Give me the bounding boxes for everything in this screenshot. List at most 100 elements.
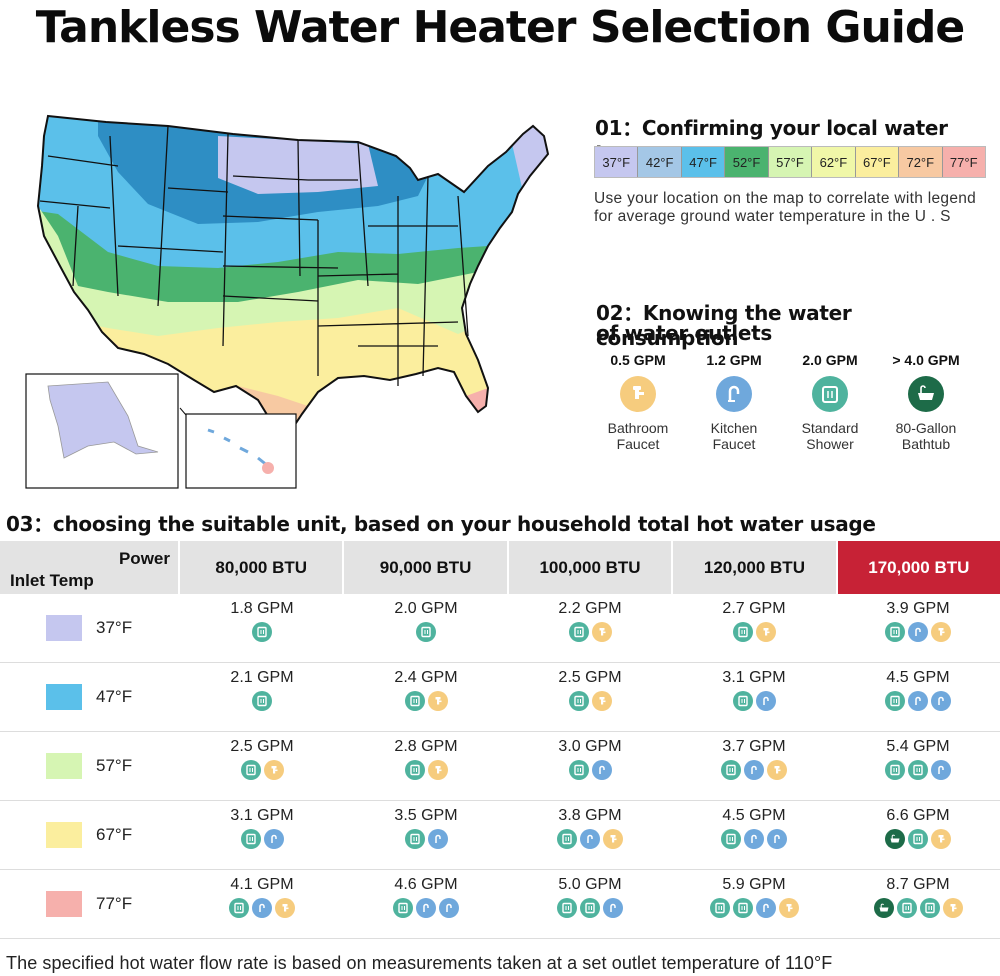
- flow-rate-cell: 2.8 GPM: [344, 732, 508, 800]
- table-row: 47°F 2.1 GPM 2.4 GPM 2.5 GPM 3.1 GPM 4.5 GPM: [0, 663, 1000, 732]
- flow-rate-cell: 5.9 GPM: [672, 870, 836, 938]
- shower-icon: [416, 622, 436, 642]
- flow-rate-cell: 1.8 GPM: [180, 594, 344, 662]
- flow-rate-cell: 4.1 GPM: [180, 870, 344, 938]
- outlet-list: 0.5 GPM Bathroom Faucet 1.2 GPM Kitchen …: [590, 352, 990, 452]
- flow-rate-cell: 6.6 GPM: [836, 801, 1000, 869]
- inlet-temp-cell: 37°F: [0, 594, 180, 662]
- inlet-temp-cell: 67°F: [0, 801, 180, 869]
- legend-swatch-72: 72°F: [899, 147, 943, 177]
- bathroom-faucet-icon: [931, 622, 951, 642]
- bathtub-icon: [885, 829, 905, 849]
- shower-icon: [240, 760, 261, 780]
- outlet-icons: [836, 829, 1000, 849]
- outlet-icons: [672, 898, 836, 918]
- legend-swatch-67: 67°F: [855, 147, 900, 177]
- temp-swatch: [46, 891, 82, 917]
- flow-rate-value: 3.9 GPM: [886, 600, 950, 617]
- kitchen-faucet-icon: [744, 760, 764, 780]
- bathroom-faucet-icon: [275, 898, 295, 918]
- outlet-icons: [836, 898, 1000, 918]
- flow-rate-cell: 8.7 GPM: [836, 870, 1000, 938]
- flow-rate-value: 4.1 GPM: [230, 876, 294, 893]
- kitchen-faucet-icon: [603, 898, 623, 918]
- flow-rate-value: 6.6 GPM: [886, 807, 950, 824]
- outlet-icons: [672, 829, 836, 849]
- flow-rate-value: 5.0 GPM: [558, 876, 622, 893]
- flow-rate-cell: 2.1 GPM: [180, 663, 344, 731]
- bathtub-icon: [908, 376, 944, 412]
- inlet-temp-cell: 77°F: [0, 870, 180, 938]
- shower-icon: [721, 829, 741, 849]
- power-label: Power: [118, 549, 170, 568]
- us-groundwater-temperature-map: [25, 114, 550, 489]
- flow-rate-value: 2.2 GPM: [558, 600, 622, 617]
- shower-icon: [709, 898, 730, 918]
- outlet-icons: [672, 622, 836, 642]
- table-body: 37°F 1.8 GPM 2.0 GPM 2.2 GPM 2.7 GPM 3.9 GPM 4…: [0, 594, 1000, 939]
- bathroom-faucet-icon: [942, 898, 963, 918]
- legend-swatch-77: 77°F: [942, 147, 985, 177]
- temp-swatch: [46, 684, 82, 710]
- kitchen-faucet-icon: [931, 760, 951, 780]
- outlet-icons: [344, 760, 508, 780]
- table-row: 57°F 2.5 GPM 2.8 GPM 3.0 GPM 3.7 GPM 5.4 GPM: [0, 732, 1000, 801]
- section2-heading: 02：Knowing the water consumption: [596, 301, 852, 350]
- inlet-temp-cell: 57°F: [0, 732, 180, 800]
- flow-rate-cell: 3.5 GPM: [344, 801, 508, 869]
- inlet-temp-cell: 47°F: [0, 663, 180, 731]
- shower-icon: [919, 898, 940, 918]
- flow-rate-cell: 2.7 GPM: [672, 594, 836, 662]
- flow-rate-value: 2.7 GPM: [722, 600, 786, 617]
- flow-rate-value: 2.8 GPM: [394, 738, 458, 755]
- kitchen-faucet-icon: [908, 622, 928, 642]
- flow-rate-value: 2.4 GPM: [394, 669, 458, 686]
- bathroom-faucet-icon: [778, 898, 799, 918]
- legend-swatch-57: 57°F: [768, 147, 813, 177]
- flow-rate-cell: 3.9 GPM: [836, 594, 1000, 662]
- outlet-icons: [344, 829, 508, 849]
- flow-rate-value: 3.1 GPM: [722, 669, 786, 686]
- section2-heading-line2: of water outlets: [596, 321, 772, 345]
- flow-rate-cell: 2.2 GPM: [508, 594, 672, 662]
- flow-rate-value: 3.1 GPM: [230, 807, 294, 824]
- flow-rate-cell: 4.5 GPM: [836, 663, 1000, 731]
- section3-heading: 03：choosing the suitable unit, based on …: [6, 512, 876, 536]
- table-header: Power Inlet Temp 80,000 BTU 90,000 BTU 1…: [0, 541, 1000, 594]
- inlet-temp-label: Inlet Temp: [10, 571, 94, 590]
- page-title: Tankless Water Heater Selection Guide: [35, 2, 965, 53]
- bathroom-faucet-icon: [427, 760, 448, 780]
- bathroom-faucet-icon: [427, 691, 448, 711]
- outlet-gpm: 1.2 GPM: [706, 352, 762, 368]
- temp-value: 47°F: [96, 687, 133, 706]
- kitchen-faucet-icon: [744, 829, 764, 849]
- outlet-icons: [836, 691, 1000, 711]
- column-header-highlight: 170,000 BTU: [837, 541, 1000, 594]
- bathroom-faucet-icon: [603, 829, 623, 849]
- legend-swatch-37: 37°F: [595, 147, 639, 177]
- temp-swatch: [46, 615, 82, 641]
- bathroom-faucet-icon: [591, 691, 612, 711]
- kitchen-faucet-icon: [252, 898, 272, 918]
- outlet-icons: [180, 898, 344, 918]
- outlet-bathtub: > 4.0 GPM 80-Gallon Bathtub: [878, 352, 974, 452]
- bathtub-icon: [873, 898, 894, 918]
- outlet-name: Bathtub: [901, 436, 951, 452]
- outlet-icons: [508, 898, 672, 918]
- shower-icon: [896, 898, 917, 918]
- outlet-icons: [836, 622, 1000, 642]
- legend-swatch-42: 42°F: [638, 147, 682, 177]
- shower-icon: [885, 622, 905, 642]
- shower-icon: [732, 622, 753, 642]
- shower-icon: [393, 898, 413, 918]
- flow-rate-cell: 3.0 GPM: [508, 732, 672, 800]
- flow-rate-cell: 2.5 GPM: [508, 663, 672, 731]
- temp-value: 67°F: [96, 825, 133, 844]
- shower-icon: [908, 829, 928, 849]
- table-corner: Power Inlet Temp: [0, 541, 180, 594]
- flow-rate-value: 5.9 GPM: [722, 876, 786, 893]
- bathroom-faucet-icon: [755, 622, 776, 642]
- shower-icon: [557, 898, 577, 918]
- temperature-legend: 37°F 42°F 47°F 52°F 57°F 62°F 67°F 72°F …: [594, 146, 986, 178]
- flow-rate-cell: 5.4 GPM: [836, 732, 1000, 800]
